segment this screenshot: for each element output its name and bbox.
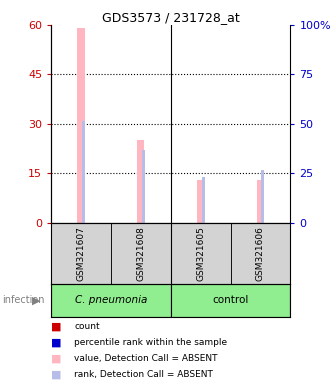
Bar <box>111 223 171 284</box>
Bar <box>231 223 290 284</box>
Bar <box>261 170 264 223</box>
Bar <box>197 180 204 223</box>
Text: GSM321605: GSM321605 <box>196 226 205 281</box>
Text: rank, Detection Call = ABSENT: rank, Detection Call = ABSENT <box>74 370 213 379</box>
Bar <box>82 121 85 223</box>
Text: count: count <box>74 322 100 331</box>
Text: C. pneumonia: C. pneumonia <box>75 295 147 306</box>
Text: ■: ■ <box>51 338 62 348</box>
Bar <box>78 28 84 223</box>
Bar <box>51 284 171 317</box>
Text: value, Detection Call = ABSENT: value, Detection Call = ABSENT <box>74 354 218 363</box>
Text: ■: ■ <box>51 370 62 380</box>
Bar <box>202 177 205 223</box>
Text: GSM321608: GSM321608 <box>136 226 146 281</box>
Text: infection: infection <box>2 295 44 306</box>
Title: GDS3573 / 231728_at: GDS3573 / 231728_at <box>102 11 240 24</box>
Bar <box>171 284 290 317</box>
Text: control: control <box>213 295 249 306</box>
Bar <box>137 140 145 223</box>
Text: ▶: ▶ <box>32 295 41 306</box>
Text: GSM321606: GSM321606 <box>256 226 265 281</box>
Text: percentile rank within the sample: percentile rank within the sample <box>74 338 227 347</box>
Bar <box>257 180 264 223</box>
Bar <box>171 223 231 284</box>
Bar <box>51 223 111 284</box>
Text: ■: ■ <box>51 354 62 364</box>
Text: GSM321607: GSM321607 <box>77 226 85 281</box>
Text: ■: ■ <box>51 321 62 331</box>
Bar <box>142 150 145 223</box>
